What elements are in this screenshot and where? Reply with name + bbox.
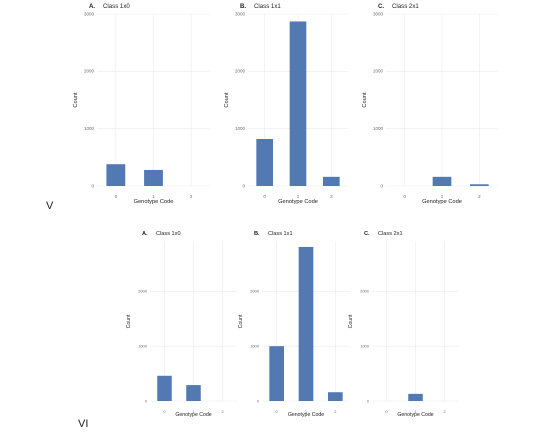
- panel-letter: B.: [240, 3, 246, 10]
- y-tick-label: 2000: [235, 69, 246, 74]
- y-tick-label: 1000: [84, 126, 95, 131]
- y-tick-label: 2000: [84, 69, 95, 74]
- y-tick-label: 2000: [138, 289, 148, 294]
- x-tick-label: 0: [263, 194, 266, 199]
- x-tick-label: 0: [403, 194, 406, 199]
- x-axis-label: Genotype Code: [288, 412, 324, 418]
- y-axis-label: Count: [126, 314, 132, 328]
- bar-2: [328, 392, 343, 401]
- y-tick-label: 0: [367, 398, 370, 403]
- y-tick-label: 1000: [360, 343, 370, 348]
- x-axis-label: Genotype Code: [278, 199, 318, 205]
- y-tick-label: 0: [242, 183, 245, 188]
- x-axis-label: Genotype Code: [175, 412, 211, 418]
- panel-title: Class 2x1: [378, 231, 403, 237]
- y-tick-label: 0: [380, 183, 383, 188]
- bar-1: [408, 393, 423, 401]
- bar-1: [144, 169, 163, 186]
- panel-title: Class 1x0: [156, 231, 181, 237]
- bar-1: [432, 176, 452, 186]
- x-tick-label: 1: [297, 194, 300, 199]
- x-tick-label: 2: [190, 194, 193, 199]
- x-tick-label: 2: [443, 409, 446, 414]
- panel-letter: C.: [378, 3, 384, 10]
- x-tick-label: 0: [115, 194, 118, 199]
- y-axis-label: Count: [238, 314, 244, 328]
- x-tick-label: 1: [441, 194, 444, 199]
- y-tick-label: 3000: [235, 11, 246, 16]
- x-tick-label: 1: [414, 409, 417, 414]
- row-label-vi: VI: [78, 418, 89, 430]
- chart-panel-v-2: 0 1000 2000 3000 0 1 2 Genotype Code Count C. Clas…: [362, 3, 498, 205]
- chart-panel-v-1: 0 1000 2000 3000 0 1 2 Genotype Code Count B. Clas…: [224, 3, 348, 205]
- y-tick-label: 3000: [373, 11, 384, 16]
- chart-panel-vi-5: 0 1000 2000 0 1 2 Genotype Code Count C. Class 2x…: [348, 231, 459, 418]
- x-tick-label: 1: [192, 409, 195, 414]
- x-tick-label: 0: [276, 409, 279, 414]
- y-tick-label: 0: [145, 398, 148, 403]
- bar-2: [470, 184, 489, 186]
- y-axis-label: Count: [73, 92, 79, 108]
- x-axis-label: Genotype Code: [422, 199, 462, 205]
- x-tick-label: 1: [152, 194, 155, 199]
- x-axis-label: Genotype Code: [134, 199, 174, 205]
- bar-1: [298, 246, 314, 401]
- y-axis-label: Count: [348, 314, 354, 328]
- panel-letter: A.: [89, 3, 95, 10]
- y-axis-label: Count: [224, 92, 230, 108]
- panel-title: Class 1x0: [103, 3, 130, 10]
- y-tick-label: 0: [257, 398, 260, 403]
- x-tick-label: 1: [305, 409, 308, 414]
- chart-panel-v-0: 0 1000 2000 3000 0 1 2 Genotype Code Count A. Clas…: [73, 3, 210, 205]
- y-tick-label: 1000: [138, 343, 148, 348]
- bar-1: [186, 385, 201, 401]
- x-axis-label: Genotype Code: [397, 412, 433, 418]
- y-tick-label: 3000: [84, 11, 95, 16]
- panel-letter: A.: [142, 231, 148, 237]
- row-label-v: V: [46, 200, 54, 212]
- x-tick-label: 2: [221, 409, 224, 414]
- x-tick-label: 2: [330, 194, 333, 199]
- bar-0: [157, 375, 172, 401]
- x-tick-label: 0: [163, 409, 166, 414]
- y-tick-label: 2000: [360, 289, 370, 294]
- y-tick-label: 2000: [250, 289, 260, 294]
- y-tick-label: 1000: [250, 343, 260, 348]
- y-tick-label: 1000: [235, 126, 246, 131]
- chart-panel-vi-3: 0 1000 2000 0 1 2 Genotype Code Count A. Class 1x…: [126, 231, 237, 418]
- bar-0: [269, 346, 284, 401]
- bar-1: [289, 21, 307, 186]
- bar-0: [106, 164, 126, 186]
- x-tick-label: 2: [478, 194, 481, 199]
- y-tick-label: 2000: [373, 69, 384, 74]
- x-tick-label: 2: [334, 409, 337, 414]
- y-tick-label: 0: [91, 183, 94, 188]
- bar-2: [323, 176, 340, 186]
- bar-0: [256, 138, 273, 186]
- y-axis-label: Count: [362, 92, 368, 108]
- panel-letter: B.: [254, 231, 260, 237]
- y-tick-label: 1000: [373, 126, 384, 131]
- panel-letter: C.: [364, 231, 370, 237]
- panel-title: Class 1x1: [268, 231, 293, 237]
- x-tick-label: 0: [385, 409, 388, 414]
- panel-title: Class 1x1: [254, 3, 281, 10]
- chart-panel-vi-4: 0 1000 2000 0 1 2 Genotype Code Count B. Class 1x…: [238, 231, 350, 418]
- panel-title: Class 2x1: [392, 3, 419, 10]
